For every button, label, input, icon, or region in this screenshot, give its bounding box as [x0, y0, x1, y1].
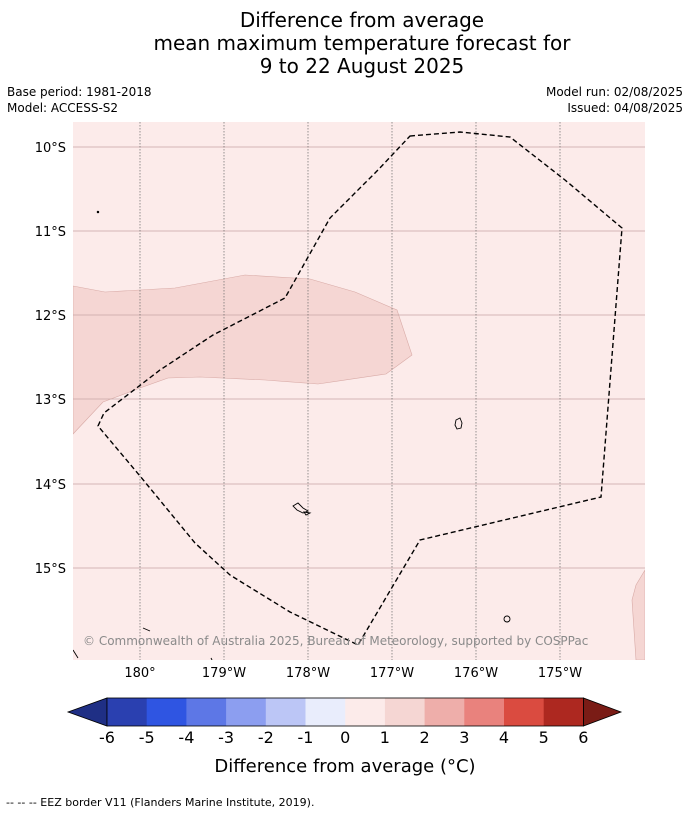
- colorbar-label: Difference from average (°C): [214, 756, 475, 777]
- info-right: Model run: 02/08/2025 Issued: 04/08/2025: [546, 84, 683, 116]
- colorbar-tick-label: 1: [380, 728, 390, 747]
- colorbar-frame: [106, 697, 584, 727]
- colorbar: [66, 697, 623, 727]
- title-line-1: Difference from average: [239, 8, 485, 32]
- lon-label: 177°W: [370, 666, 414, 681]
- colorbar-segment: [186, 698, 227, 726]
- latitude-labels: 10°S 11°S 12°S 13°S 14°S 15°S: [35, 141, 66, 577]
- colorbar-segment: [265, 698, 306, 726]
- copyright-text: © Commonwealth of Australia 2025, Bureau…: [83, 634, 588, 648]
- latitude-gridlines: [73, 146, 645, 569]
- lat-label: 15°S: [35, 562, 66, 577]
- info-left: Base period: 1981-2018 Model: ACCESS-S2: [7, 84, 152, 116]
- colorbar-ticks: -6 -5 -4 -3 -2 -1 0 1 2 3 4 5 6: [99, 728, 588, 747]
- colorbar-segment: [384, 698, 426, 726]
- colorbar-segment: [146, 698, 187, 726]
- lat-label: 12°S: [35, 309, 66, 324]
- colorbar-segment: [543, 698, 584, 726]
- colorbar-segment: [345, 698, 386, 726]
- colorbar-tick-label: -3: [218, 728, 234, 747]
- issued-date: Issued: 04/08/2025: [567, 101, 683, 115]
- colorbar-tick-label: -2: [258, 728, 274, 747]
- colorbar-segment: [424, 698, 465, 726]
- colorbar-tick-label: 4: [499, 728, 509, 747]
- colorbar-tick-label: -6: [99, 728, 115, 747]
- colorbar-tick-label: -4: [178, 728, 194, 747]
- colorbar-tick-label: 3: [459, 728, 469, 747]
- colorbar-segment: [504, 698, 545, 726]
- lon-label: 176°W: [454, 666, 498, 681]
- lon-label: 175°W: [538, 666, 582, 681]
- lat-label: 10°S: [35, 141, 66, 156]
- title-line-3: 9 to 22 August 2025: [259, 54, 465, 78]
- colorbar-tick-label: -5: [139, 728, 155, 747]
- colorbar-segment: [305, 698, 346, 726]
- colorbar-segment: [464, 698, 505, 726]
- lon-label: 179°W: [202, 666, 246, 681]
- map-background: [73, 122, 645, 660]
- chart-title: Difference from average mean maximum tem…: [0, 9, 690, 78]
- title-line-2: mean maximum temperature forecast for: [153, 31, 571, 55]
- lat-label: 11°S: [35, 225, 66, 240]
- colorbar-tick-label: 6: [578, 728, 588, 747]
- colorbar-tick-label: 2: [420, 728, 430, 747]
- colorbar-tick-label: 0: [340, 728, 350, 747]
- colorbar-under-arrow: [66, 697, 108, 727]
- colorbar-tick-label: -1: [298, 728, 314, 747]
- longitude-labels: 180° 179°W 178°W 177°W 176°W 175°W: [124, 666, 582, 681]
- warm-anomaly-region-southeast: [631, 569, 645, 660]
- model-run: Model run: 02/08/2025: [545, 85, 683, 99]
- colorbar-segment: [107, 698, 148, 726]
- colorbar-segment: [226, 698, 267, 726]
- lat-label: 13°S: [35, 393, 66, 408]
- lon-label: 178°W: [286, 666, 330, 681]
- base-period: Base period: 1981-2018: [7, 85, 152, 99]
- eez-border: [97, 131, 623, 646]
- model-name: Model: ACCESS-S2: [7, 101, 119, 115]
- lon-label: 180°: [124, 666, 155, 681]
- colorbar-over-arrow: [583, 697, 623, 727]
- colorbar-tick-label: 5: [539, 728, 549, 747]
- forecast-map: © Commonwealth of Australia 2025, Bureau…: [35, 122, 645, 777]
- island-outlines: [73, 210, 511, 660]
- lat-label: 14°S: [35, 478, 66, 493]
- eez-legend-note: -- -- -- EEZ border V11 (Flanders Marine…: [6, 796, 315, 809]
